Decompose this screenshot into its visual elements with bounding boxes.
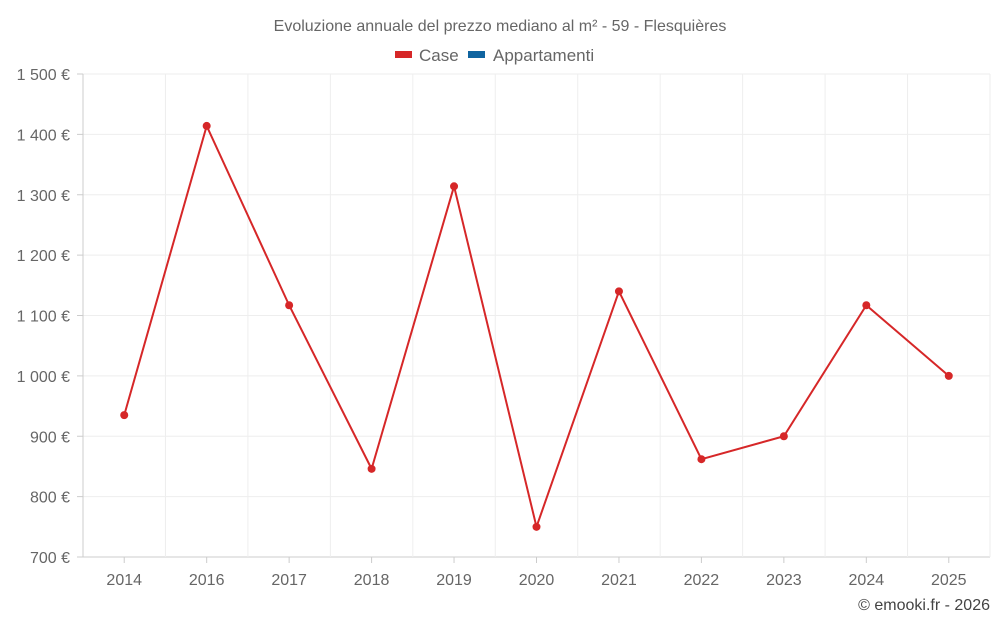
y-tick-label: 1 000 € bbox=[17, 369, 70, 386]
y-tick-label: 1 400 € bbox=[17, 127, 70, 144]
credit-text: © emooki.fr - 2026 bbox=[858, 597, 990, 614]
legend-swatch-case bbox=[395, 51, 412, 58]
y-tick-label: 1 300 € bbox=[17, 188, 70, 205]
x-tick-label: 2018 bbox=[354, 572, 390, 589]
y-tick-label: 800 € bbox=[30, 490, 70, 507]
data-point-case bbox=[450, 182, 459, 191]
data-point-case bbox=[120, 411, 129, 420]
chart-title: Evoluzione annuale del prezzo mediano al… bbox=[274, 18, 727, 35]
data-point-case bbox=[285, 301, 294, 310]
data-point-case bbox=[862, 301, 871, 310]
data-point-case bbox=[944, 371, 953, 380]
data-point-case bbox=[614, 287, 623, 296]
x-tick-label: 2016 bbox=[189, 572, 225, 589]
x-tick-label: 2025 bbox=[931, 572, 967, 589]
legend-label-case: Case bbox=[419, 46, 459, 65]
y-tick-label: 700 € bbox=[30, 550, 70, 567]
x-tick-label: 2022 bbox=[684, 572, 720, 589]
x-tick-label: 2019 bbox=[436, 572, 472, 589]
y-tick-label: 1 200 € bbox=[17, 248, 70, 265]
x-tick-label: 2020 bbox=[519, 572, 555, 589]
legend-label-appartamenti: Appartamenti bbox=[493, 46, 594, 65]
y-tick-label: 900 € bbox=[30, 429, 70, 446]
x-tick-label: 2014 bbox=[106, 572, 142, 589]
x-tick-label: 2021 bbox=[601, 572, 637, 589]
data-point-case bbox=[532, 522, 541, 531]
data-point-case bbox=[202, 121, 211, 130]
x-tick-label: 2024 bbox=[849, 572, 885, 589]
x-tick-label: 2017 bbox=[271, 572, 307, 589]
data-point-case bbox=[697, 455, 706, 464]
y-tick-label: 1 500 € bbox=[17, 67, 70, 84]
legend-swatch-appartamenti bbox=[468, 51, 485, 58]
x-tick-label: 2023 bbox=[766, 572, 802, 589]
data-point-case bbox=[367, 464, 376, 473]
data-point-case bbox=[779, 432, 788, 441]
y-tick-label: 1 100 € bbox=[17, 309, 70, 326]
